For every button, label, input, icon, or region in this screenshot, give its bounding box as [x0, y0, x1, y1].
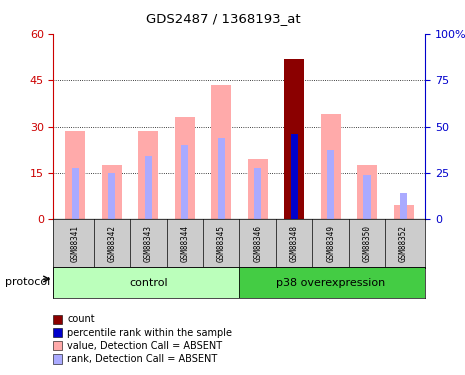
Text: count: count: [67, 315, 95, 324]
Bar: [65, 131, 86, 219]
Text: GSM88344: GSM88344: [180, 225, 189, 262]
Text: GSM88352: GSM88352: [399, 225, 408, 262]
Bar: [138, 131, 158, 219]
Text: rank, Detection Call = ABSENT: rank, Detection Call = ABSENT: [67, 354, 218, 364]
Bar: [218, 138, 225, 219]
Bar: [175, 117, 195, 219]
Bar: [284, 58, 304, 219]
Text: GSM88350: GSM88350: [363, 225, 372, 262]
Bar: [239, 267, 425, 298]
Bar: [393, 206, 414, 219]
Text: GSM88342: GSM88342: [107, 225, 116, 262]
Bar: [145, 156, 152, 219]
Bar: [248, 159, 268, 219]
Text: p38 overexpression: p38 overexpression: [276, 278, 385, 288]
Bar: [400, 194, 407, 219]
Bar: [321, 114, 341, 219]
Text: control: control: [129, 278, 167, 288]
Bar: [108, 173, 115, 219]
Bar: [291, 134, 298, 219]
Text: GDS2487 / 1368193_at: GDS2487 / 1368193_at: [146, 12, 300, 25]
Bar: [53, 267, 239, 298]
Text: GSM88341: GSM88341: [71, 225, 80, 262]
Text: percentile rank within the sample: percentile rank within the sample: [67, 328, 232, 338]
Bar: [181, 145, 188, 219]
Text: protocol: protocol: [5, 278, 50, 287]
Bar: [102, 165, 122, 219]
Bar: [327, 150, 334, 219]
Text: GSM88349: GSM88349: [326, 225, 335, 262]
Bar: [357, 165, 377, 219]
Text: GSM88346: GSM88346: [253, 225, 262, 262]
Bar: [72, 168, 79, 219]
Bar: [364, 175, 371, 219]
Text: GSM88348: GSM88348: [290, 225, 299, 262]
Bar: [254, 168, 261, 219]
Text: GSM88343: GSM88343: [144, 225, 153, 262]
Text: value, Detection Call = ABSENT: value, Detection Call = ABSENT: [67, 341, 223, 351]
Bar: [211, 85, 231, 219]
Text: GSM88345: GSM88345: [217, 225, 226, 262]
